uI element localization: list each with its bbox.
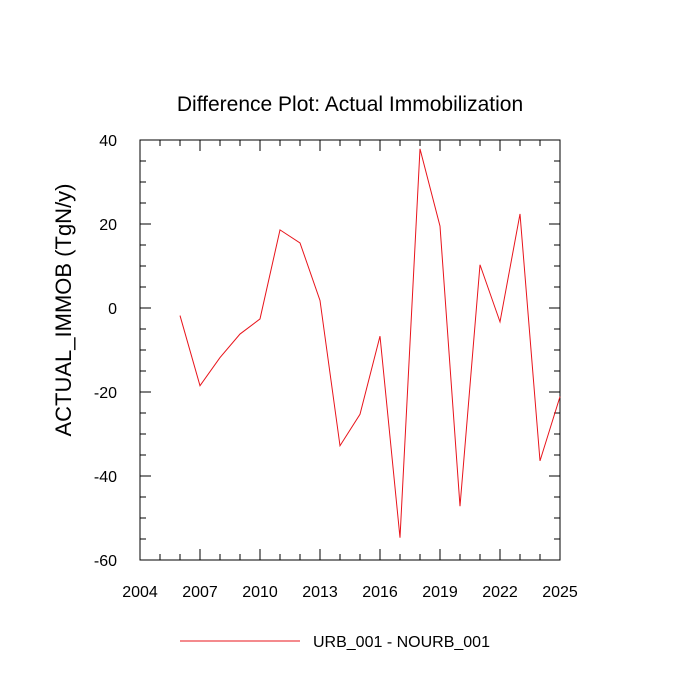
x-tick-label: 2004 xyxy=(122,584,158,601)
plot-frame xyxy=(139,139,561,561)
y-tick-label: -40 xyxy=(94,469,117,486)
x-tick-label: 2010 xyxy=(242,584,278,601)
x-tick-label: 2022 xyxy=(482,584,518,601)
x-tick-label: 2019 xyxy=(422,584,458,601)
x-tick-label: 2025 xyxy=(542,584,578,601)
y-tick-label: 20 xyxy=(99,217,117,234)
x-tick-label: 2007 xyxy=(182,584,218,601)
series-line-0 xyxy=(179,148,561,538)
chart-title: Difference Plot: Actual Immobilization xyxy=(177,93,523,116)
legend: URB_001 - NOURB_001 xyxy=(180,634,490,651)
series-layer xyxy=(179,148,561,538)
y-tick-label: 40 xyxy=(99,133,117,150)
y-tick-label: 0 xyxy=(108,301,117,318)
y-axis-label: ACTUAL_IMMOB (TgN/y) xyxy=(51,183,76,436)
y-tick-label: -20 xyxy=(94,385,117,402)
x-tick-label: 2013 xyxy=(302,584,338,601)
x-tick-label: 2016 xyxy=(362,584,398,601)
y-tick-label: -60 xyxy=(94,553,117,570)
axes: 2004 2007 2010 2013 2016 2019 2022 2025 -60 -40 -2… xyxy=(94,133,578,601)
legend-label: URB_001 - NOURB_001 xyxy=(313,634,490,651)
